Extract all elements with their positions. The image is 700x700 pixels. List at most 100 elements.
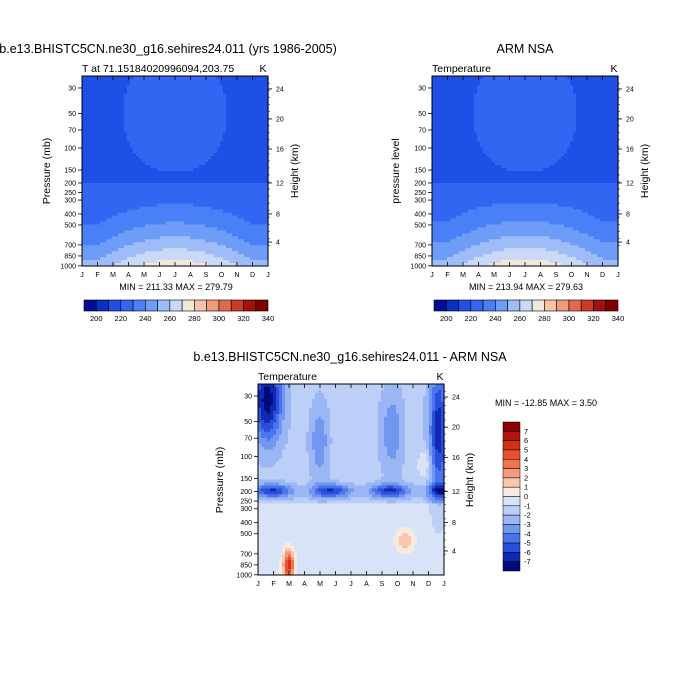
field-cell xyxy=(217,102,221,107)
field-cell xyxy=(91,197,95,202)
field-cell xyxy=(181,135,185,139)
field-cell xyxy=(241,90,245,95)
field-cell xyxy=(109,182,113,187)
field-cell xyxy=(265,108,269,113)
field-cell xyxy=(112,248,116,252)
field-cell xyxy=(157,168,161,172)
field-cell xyxy=(124,147,128,151)
field-cell xyxy=(82,93,86,98)
field-cell xyxy=(187,245,191,249)
colorbar-swatch xyxy=(157,299,171,312)
field-cell xyxy=(250,126,254,131)
field-cell xyxy=(124,120,128,125)
field-cell xyxy=(127,93,131,98)
field-cell xyxy=(100,221,104,226)
field-cell xyxy=(166,90,170,95)
field-cell xyxy=(82,227,86,231)
field-cell xyxy=(178,147,182,151)
field-cell xyxy=(184,194,188,199)
field-cell xyxy=(211,108,215,113)
field-cell xyxy=(115,111,119,116)
field-cell xyxy=(115,138,119,142)
field-cell xyxy=(256,153,260,157)
field-cell xyxy=(118,96,122,101)
field-cell xyxy=(250,233,254,237)
field-cell xyxy=(187,150,191,154)
field-cell xyxy=(244,117,248,122)
field-cell xyxy=(151,76,155,80)
y-tick-label: 100 xyxy=(64,146,76,153)
field-cell xyxy=(109,209,113,214)
field-cell xyxy=(223,141,227,145)
field-cell xyxy=(175,138,179,142)
field-cell xyxy=(238,173,242,178)
field-cell xyxy=(253,93,257,98)
field-cell xyxy=(187,132,191,136)
field-cell xyxy=(247,191,251,196)
field-cell xyxy=(211,141,215,145)
field-cell xyxy=(166,242,170,246)
field-cell xyxy=(223,221,227,226)
field-cell xyxy=(85,159,89,163)
field-cell xyxy=(100,156,104,160)
field-cell xyxy=(259,221,263,226)
field-cell xyxy=(82,239,86,243)
field-cell xyxy=(91,179,95,184)
field-cell xyxy=(91,129,95,134)
field-cell xyxy=(133,173,137,178)
field-cell xyxy=(196,230,200,234)
field-cell xyxy=(88,188,92,193)
field-cell xyxy=(130,165,134,169)
field-cell xyxy=(166,165,170,169)
field-cell xyxy=(217,245,221,249)
field-cell xyxy=(208,81,212,86)
field-cell xyxy=(184,206,188,211)
field-cell xyxy=(205,105,209,110)
field-cell xyxy=(103,117,107,122)
field-cell xyxy=(163,242,167,246)
field-cell xyxy=(190,233,194,237)
field-cell xyxy=(259,185,263,190)
field-cell xyxy=(124,182,128,187)
field-cell xyxy=(127,209,131,214)
field-cell xyxy=(172,162,176,166)
field-cell xyxy=(154,99,158,104)
field-cell xyxy=(217,218,221,223)
field-cell xyxy=(124,168,128,172)
field-cell xyxy=(106,173,110,178)
field-cell xyxy=(88,182,92,187)
field-cell xyxy=(115,93,119,98)
field-cell xyxy=(148,96,152,101)
field-cell xyxy=(178,114,182,119)
field-cell xyxy=(127,114,131,119)
field-cell xyxy=(253,120,257,125)
field-cell xyxy=(259,188,263,193)
field-cell xyxy=(214,102,218,107)
field-cell xyxy=(238,248,242,252)
field-cell xyxy=(91,114,95,119)
field-cell xyxy=(85,135,89,139)
field-cell xyxy=(97,185,101,190)
field-cell xyxy=(133,182,137,187)
field-cell xyxy=(142,188,146,193)
field-cell xyxy=(217,233,221,237)
field-cell xyxy=(157,81,161,86)
field-cell xyxy=(211,96,215,101)
field-cell xyxy=(166,144,170,148)
field-cell xyxy=(121,84,125,89)
field-cell xyxy=(121,135,125,139)
field-cell xyxy=(262,248,266,252)
field-cell xyxy=(133,141,137,145)
field-cell xyxy=(145,114,149,119)
field-cell xyxy=(205,248,209,252)
field-cell xyxy=(250,245,254,249)
field-cell xyxy=(202,153,206,157)
field-cell xyxy=(97,96,101,101)
field-cell xyxy=(193,242,197,246)
field-cell xyxy=(250,188,254,193)
field-cell xyxy=(247,102,251,107)
field-cell xyxy=(124,108,128,113)
field-cell xyxy=(91,221,95,226)
field-cell xyxy=(196,224,200,229)
field-cell xyxy=(121,150,125,154)
